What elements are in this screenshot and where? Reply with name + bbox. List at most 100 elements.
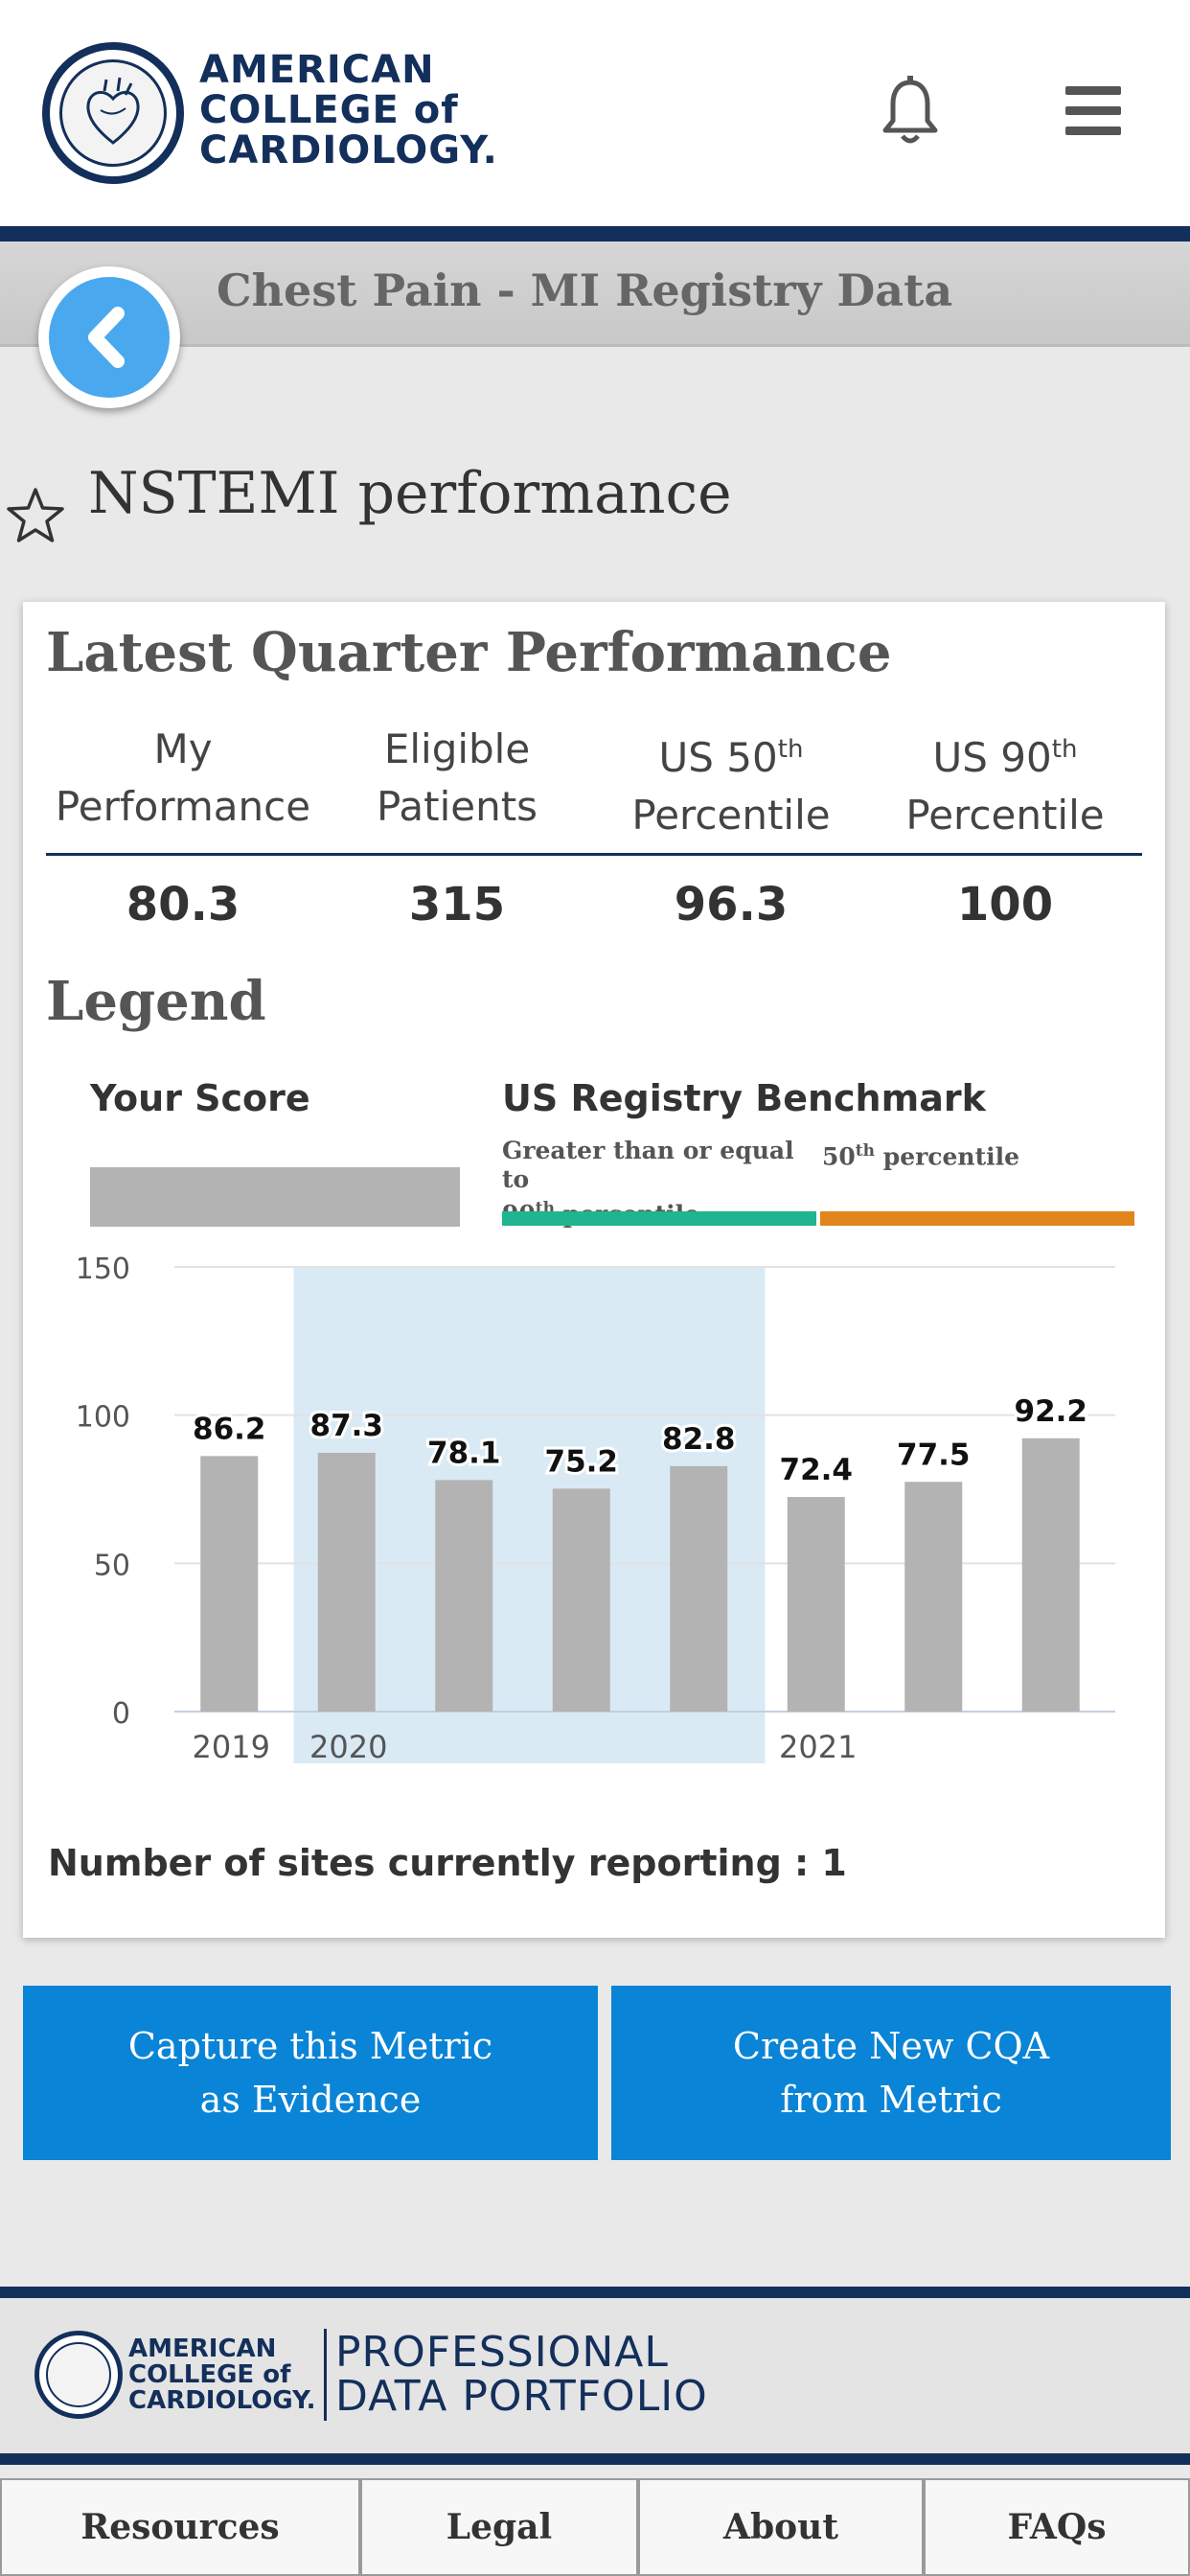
footer-tab-legal[interactable]: Legal — [360, 2478, 638, 2576]
bar — [435, 1480, 493, 1712]
wordmark-line: CARDIOLOGY. — [199, 128, 498, 172]
y-tick-label: 150 — [76, 1253, 130, 1286]
bar-value-label: 77.5 — [897, 1438, 971, 1472]
bar-value-label: 92.2 — [1015, 1394, 1088, 1429]
stat-head-line: Patients — [376, 783, 538, 830]
bar-value-label: 82.8 — [662, 1422, 736, 1457]
wordmark-line: PROFESSIONAL — [335, 2328, 669, 2377]
footer-tab-faqs[interactable]: FAQs — [924, 2478, 1190, 2576]
stat-head-text: US 50 — [658, 734, 778, 781]
app-header — [0, 0, 1190, 226]
footer-rule-bottom — [0, 2453, 1190, 2465]
bar — [552, 1488, 610, 1712]
footer-logo-divider — [324, 2329, 327, 2421]
footer-tab-about[interactable]: About — [638, 2478, 924, 2576]
stat-my-performance: My Performance — [46, 721, 320, 836]
hamburger-menu-icon[interactable] — [1065, 86, 1121, 136]
footer-seal-inner — [46, 2342, 111, 2407]
legend-p50-label: 50th percentile — [822, 1137, 1138, 1171]
menu-bar — [1065, 106, 1121, 115]
legend-benchmark: US Registry Benchmark — [502, 1077, 986, 1119]
stat-us-50th: US 50th Percentile — [594, 721, 868, 844]
stat-head-line: My — [153, 725, 213, 772]
y-tick-label: 100 — [76, 1401, 130, 1435]
wordmark-line: COLLEGE of — [128, 2360, 291, 2389]
stat-us-90th: US 90th Percentile — [868, 721, 1142, 844]
footer-acc-wordmark: AMERICAN COLLEGE of CARDIOLOGY. — [128, 2336, 316, 2414]
stat-head-line: Percentile — [905, 792, 1105, 839]
y-tick-label: 0 — [112, 1697, 130, 1731]
bar-value-label: 78.1 — [427, 1436, 501, 1470]
page-title: NSTEMI performance — [88, 460, 732, 527]
sites-reporting: Number of sites currently reporting : 1 — [48, 1842, 847, 1884]
legend-title: Legend — [46, 970, 266, 1033]
wordmark-line: AMERICAN — [128, 2334, 277, 2363]
chevron-left-icon — [88, 307, 125, 368]
legend-score-swatch — [90, 1167, 460, 1227]
bar — [670, 1465, 728, 1712]
capture-metric-button[interactable]: Capture this Metric as Evidence — [23, 1986, 598, 2160]
create-cqa-button[interactable]: Create New CQA from Metric — [611, 1986, 1171, 2160]
stat-head-line: Percentile — [631, 792, 831, 839]
footer-tab-resources[interactable]: Resources — [0, 2478, 360, 2576]
acc-seal-logo — [42, 42, 184, 184]
capture-metric-label: Capture this Metric as Evidence — [128, 2019, 492, 2127]
stat-head-text: US 90 — [932, 734, 1052, 781]
bar — [787, 1497, 845, 1712]
star-outline-icon[interactable] — [4, 484, 67, 547]
footer-brand — [0, 2298, 1190, 2455]
stat-head-line: US 50th — [594, 721, 868, 787]
legend-your-score: Your Score — [90, 1077, 310, 1119]
stat-head-line: Performance — [55, 783, 311, 830]
acc-wordmark: AMERICAN COLLEGE of CARDIOLOGY. — [199, 50, 544, 171]
footer-nav: Resources Legal About FAQs — [0, 2478, 1190, 2576]
bar-value-label: 86.2 — [193, 1412, 266, 1446]
x-tick-label: 2021 — [779, 1729, 857, 1765]
x-tick-label: 2019 — [193, 1729, 270, 1765]
legend-p50-sup: th — [855, 1141, 876, 1161]
registry-title: Chest Pain - MI Registry Data — [217, 264, 953, 316]
stat-value-my-performance: 80.3 — [126, 878, 240, 932]
button-line: Capture this Metric — [127, 2025, 493, 2067]
bar-value-label: 87.3 — [310, 1409, 384, 1443]
legend-p90-swatch — [502, 1211, 816, 1226]
wordmark-line: DATA PORTFOLIO — [335, 2372, 708, 2421]
bar — [904, 1482, 963, 1712]
button-line: from Metric — [780, 2079, 1002, 2121]
y-tick-label: 50 — [94, 1549, 130, 1582]
stat-head-sup: th — [1051, 735, 1078, 764]
legend-p50-suffix: percentile — [875, 1142, 1020, 1171]
menu-bar — [1065, 126, 1121, 135]
performance-bar-chart: 150 100 50 0 86.2 87.3 78.1 75.2 82.8 72.4 77.5 92.… — [76, 1253, 1115, 1765]
button-line: as Evidence — [199, 2079, 422, 2121]
wordmark-line: COLLEGE of — [199, 88, 459, 132]
registry-bar — [0, 242, 1190, 347]
legend-p50-num: 50 — [822, 1142, 856, 1171]
stats-divider — [46, 853, 1142, 856]
acc-seal-inner — [59, 59, 167, 167]
wordmark-line: AMERICAN — [199, 48, 435, 92]
footer-seal-logo — [34, 2331, 123, 2419]
stat-head-line: Eligible — [383, 725, 531, 772]
legend-p50-swatch — [820, 1211, 1134, 1226]
stat-value-us-50th: 96.3 — [674, 878, 789, 932]
button-line: Create New CQA — [732, 2025, 1050, 2067]
legend-p90-line1: Greater than or equal to — [502, 1137, 794, 1193]
stat-head-line: US 90th — [868, 721, 1142, 787]
stat-eligible-patients: Eligible Patients — [320, 721, 594, 836]
stat-head-sup: th — [777, 735, 804, 764]
back-button[interactable] — [38, 266, 180, 408]
back-button-face — [49, 277, 170, 398]
menu-bar — [1065, 86, 1121, 95]
header-rule — [0, 226, 1190, 242]
latest-quarter-title: Latest Quarter Performance — [46, 621, 892, 684]
heart-emblem-icon — [86, 77, 140, 145]
bell-icon[interactable] — [881, 75, 939, 148]
create-cqa-label: Create New CQA from Metric — [733, 2019, 1049, 2127]
bar-value-label: 75.2 — [545, 1444, 619, 1479]
stat-value-us-90th: 100 — [956, 878, 1054, 932]
stat-value-eligible-patients: 315 — [408, 878, 506, 932]
bar — [317, 1452, 376, 1712]
x-tick-label: 2020 — [309, 1729, 387, 1765]
wordmark-line: CARDIOLOGY. — [128, 2386, 316, 2415]
